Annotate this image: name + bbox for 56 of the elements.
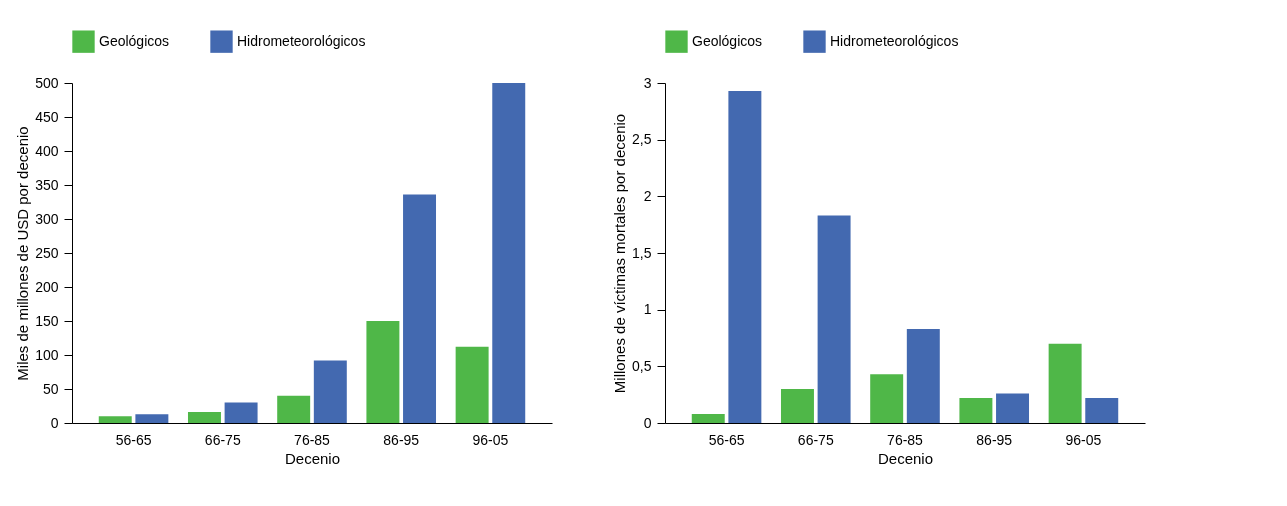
y-tick-label: 400 — [35, 142, 59, 159]
legend-label: Geológicos — [99, 32, 170, 49]
y-tick-label: 150 — [35, 312, 59, 329]
bar — [817, 215, 851, 423]
bar — [455, 346, 489, 423]
bar — [780, 389, 814, 423]
bar — [492, 83, 526, 423]
x-tick-label: 96-05 — [1065, 431, 1102, 448]
y-tick-label: 200 — [35, 278, 59, 295]
bar — [224, 402, 258, 423]
y-tick-label: 450 — [35, 108, 59, 125]
x-tick-label: 56-65 — [115, 431, 152, 448]
bar — [366, 321, 400, 423]
y-tick-label: 350 — [35, 176, 59, 193]
bar — [187, 412, 221, 423]
bar — [996, 393, 1030, 423]
x-tick-label: 96-05 — [472, 431, 509, 448]
y-axis-title: Miles de millones de USD por decenio — [14, 126, 32, 381]
bar — [691, 413, 725, 423]
bar — [277, 395, 311, 423]
y-tick-label: 250 — [35, 244, 59, 261]
y-tick-label: 100 — [35, 346, 59, 363]
bar — [906, 328, 940, 423]
bar — [870, 374, 904, 423]
y-tick-label: 50 — [42, 380, 59, 397]
y-tick-label: 1,5 — [632, 244, 652, 261]
x-axis-title: Decenio — [284, 449, 341, 467]
bar — [728, 90, 762, 423]
legend-label: Hidrometeorológicos — [830, 32, 959, 49]
y-tick-label: 1 — [643, 301, 652, 318]
bar — [313, 360, 347, 423]
bar — [1085, 398, 1119, 423]
y-tick-label: 3 — [643, 74, 652, 91]
y-tick-label: 300 — [35, 210, 59, 227]
x-axis-title: Decenio — [877, 449, 934, 467]
bar — [403, 194, 437, 423]
y-tick-label: 2 — [643, 187, 652, 204]
bar — [1048, 343, 1082, 423]
x-tick-label: 76-85 — [887, 431, 924, 448]
x-tick-label: 76-85 — [294, 431, 331, 448]
x-tick-label: 56-65 — [708, 431, 745, 448]
legend-label: Geológicos — [692, 32, 763, 49]
y-tick-label: 0 — [50, 414, 59, 431]
x-tick-label: 86-95 — [976, 431, 1013, 448]
x-tick-label: 86-95 — [383, 431, 420, 448]
x-tick-label: 66-75 — [204, 431, 241, 448]
legend-label: Hidrometeorológicos — [237, 32, 366, 49]
y-axis-title: Millones de víctimas mortales por decenio — [611, 113, 629, 394]
y-tick-label: 2,5 — [632, 131, 652, 148]
bar — [959, 398, 993, 423]
y-tick-label: 500 — [35, 74, 59, 91]
x-tick-label: 66-75 — [797, 431, 834, 448]
bar — [98, 416, 132, 423]
y-tick-label: 0,5 — [632, 357, 652, 374]
y-tick-label: 0 — [643, 414, 652, 431]
bar — [135, 414, 169, 423]
